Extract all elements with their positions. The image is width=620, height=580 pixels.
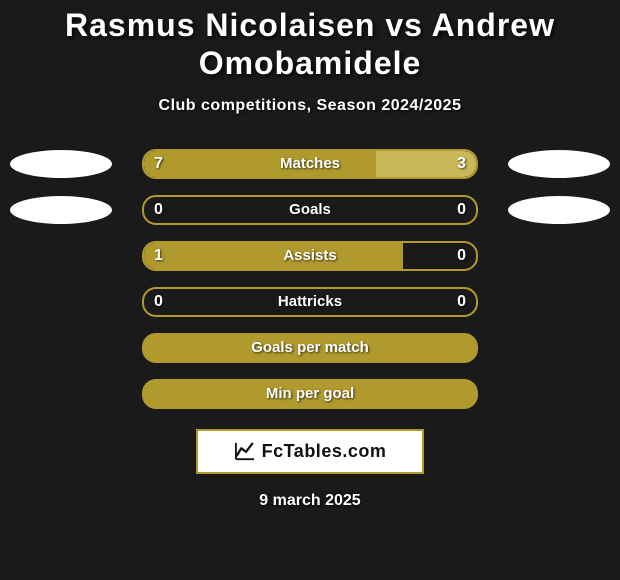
player-avatar-left bbox=[10, 196, 112, 224]
date-line: 9 march 2025 bbox=[259, 492, 360, 510]
stat-bar: 10Assists bbox=[142, 241, 478, 271]
player-avatar-right bbox=[508, 150, 610, 178]
player-avatar-left bbox=[10, 150, 112, 178]
stat-row: 10Assists bbox=[6, 241, 614, 271]
stat-label: Assists bbox=[144, 243, 476, 269]
stat-bar: Min per goal bbox=[142, 379, 478, 409]
stat-bar: 73Matches bbox=[142, 149, 478, 179]
stat-label: Matches bbox=[144, 151, 476, 177]
stats-area: 73Matches 00Goals 10Assists 00Hattricks Goal… bbox=[6, 149, 614, 409]
stat-row: 00Hattricks bbox=[6, 287, 614, 317]
player-avatar-right bbox=[508, 196, 610, 224]
stat-label: Hattricks bbox=[144, 289, 476, 315]
brand-footer: FcTables.com bbox=[196, 429, 425, 474]
subtitle: Club competitions, Season 2024/2025 bbox=[159, 97, 462, 115]
brand-text: FcTables.com bbox=[262, 441, 387, 462]
stat-label: Goals per match bbox=[144, 335, 476, 361]
stat-label: Goals bbox=[144, 197, 476, 223]
stat-row: 73Matches bbox=[6, 149, 614, 179]
page-title: Rasmus Nicolaisen vs Andrew Omobamidele bbox=[6, 6, 614, 83]
stat-bar: 00Hattricks bbox=[142, 287, 478, 317]
stat-row: 00Goals bbox=[6, 195, 614, 225]
stat-row: Goals per match bbox=[6, 333, 614, 363]
comparison-infographic: Rasmus Nicolaisen vs Andrew Omobamidele … bbox=[0, 0, 620, 580]
stat-row: Min per goal bbox=[6, 379, 614, 409]
stat-bar: 00Goals bbox=[142, 195, 478, 225]
stat-label: Min per goal bbox=[144, 381, 476, 407]
stat-bar: Goals per match bbox=[142, 333, 478, 363]
chart-icon bbox=[234, 441, 256, 461]
